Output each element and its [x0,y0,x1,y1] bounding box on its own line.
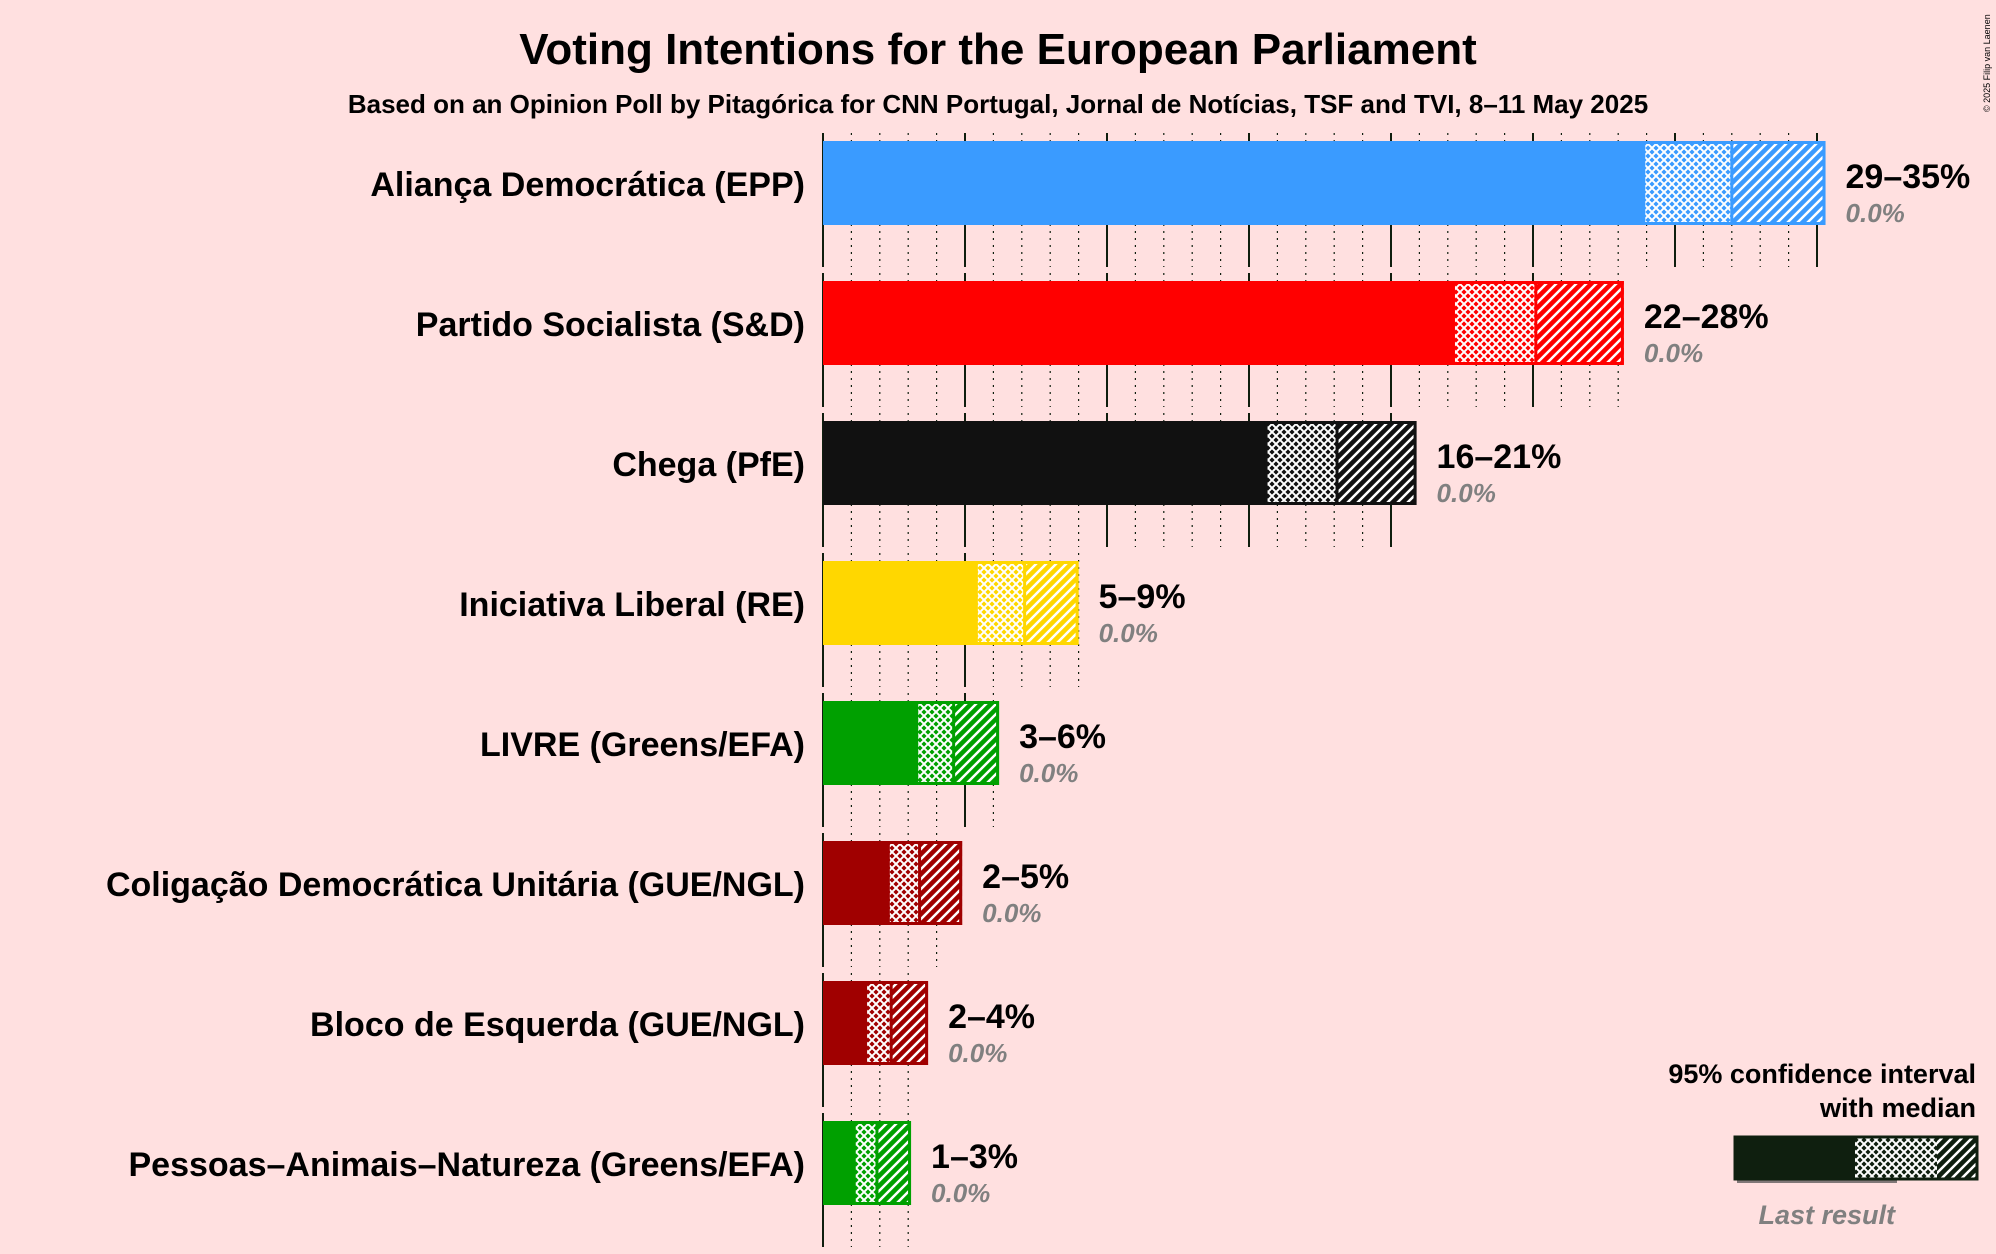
bar-ci-outline [886,841,963,925]
range-label: 5–9% [1099,578,1186,616]
bar-solid [823,841,889,925]
chart-title: Voting Intentions for the European Parli… [519,25,1477,74]
bar-ci-outline [864,981,929,1065]
bar-solid [823,981,866,1065]
last-result-label: 0.0% [1099,618,1158,648]
bar-ci-upper-hatch [1731,141,1826,225]
legend-outline [1733,1135,1979,1181]
bar-ci-upper-hatch [953,701,1000,785]
last-result-label: 0.0% [948,1038,1007,1068]
range-label: 3–6% [1019,718,1106,756]
bar-ci-outline [1642,141,1826,225]
party-label: Coligação Democrática Unitária (GUE/NGL) [106,866,805,904]
legend-cross-hatch [1855,1137,1937,1179]
last-result-label: 0.0% [1019,758,1078,788]
legend-diag-hatch [1937,1137,1977,1179]
bar-ci-upper-hatch [1535,281,1624,365]
bar-ci-lower-hatch [1266,421,1338,505]
bar-ci-upper-hatch [1337,421,1417,505]
last-result-label: 0.0% [931,1178,990,1208]
range-label: 1–3% [931,1138,1018,1176]
chart-subtitle: Based on an Opinion Poll by Pitagórica f… [348,89,1648,119]
bar-ci-upper-hatch [891,981,929,1065]
range-label: 22–28% [1644,298,1769,336]
bars-group: Aliança Democrática (EPP) 29–35%0.0%Parti… [106,133,1970,1247]
legend-last-result: Last result [1758,1200,1896,1230]
bar-ci-lower-hatch [865,981,892,1065]
bar-ci-outline [915,701,1000,785]
party-label: Bloco de Esquerda (GUE/NGL) [310,1006,805,1044]
bar-ci-lower-hatch [1453,281,1536,365]
bar-ci-outline [1264,421,1417,505]
legend: 95% confidence interval with median Last… [1668,1059,1979,1230]
party-label: Aliança Democrática (EPP) [370,166,805,204]
bar-ci-upper-hatch [919,841,963,925]
bar-solid [823,1121,855,1205]
bar-ci-lower-hatch [976,561,1025,645]
legend-solid-segment [1735,1137,1855,1179]
bar-ci-outline [974,561,1079,645]
bar-solid [823,421,1267,505]
bar-ci-upper-hatch [876,1121,912,1205]
party-label: Pessoas–Animais–Natureza (Greens/EFA) [128,1146,805,1184]
range-label: 2–4% [948,998,1035,1036]
last-result-label: 0.0% [982,898,1041,928]
copyright: © 2025 Filip van Laenen [1982,14,1992,112]
party-label: Iniciativa Liberal (RE) [459,586,805,624]
bar-ci-lower-hatch [888,841,920,925]
bar-ci-lower-hatch [1643,141,1732,225]
last-result-label: 0.0% [1846,198,1905,228]
bar-ci-upper-hatch [1024,561,1079,645]
legend-ci-line2: with median [1819,1093,1976,1123]
range-label: 16–21% [1437,438,1562,476]
legend-ci-line1: 95% confidence interval [1668,1059,1976,1089]
party-label: Partido Socialista (S&D) [416,306,805,344]
bar-solid [823,281,1454,365]
bar-ci-lower-hatch [916,701,954,785]
bar-solid [823,141,1644,225]
last-result-label: 0.0% [1437,478,1496,508]
party-label: LIVRE (Greens/EFA) [480,726,805,764]
bar-solid [823,701,917,785]
party-label: Chega (PfE) [612,446,805,484]
bar-ci-lower-hatch [854,1121,877,1205]
bar-ci-outline [1451,281,1624,365]
range-label: 2–5% [982,858,1069,896]
bar-solid [823,561,977,645]
last-result-label: 0.0% [1644,338,1703,368]
range-label: 29–35% [1846,158,1971,196]
bar-ci-outline [852,1121,912,1205]
